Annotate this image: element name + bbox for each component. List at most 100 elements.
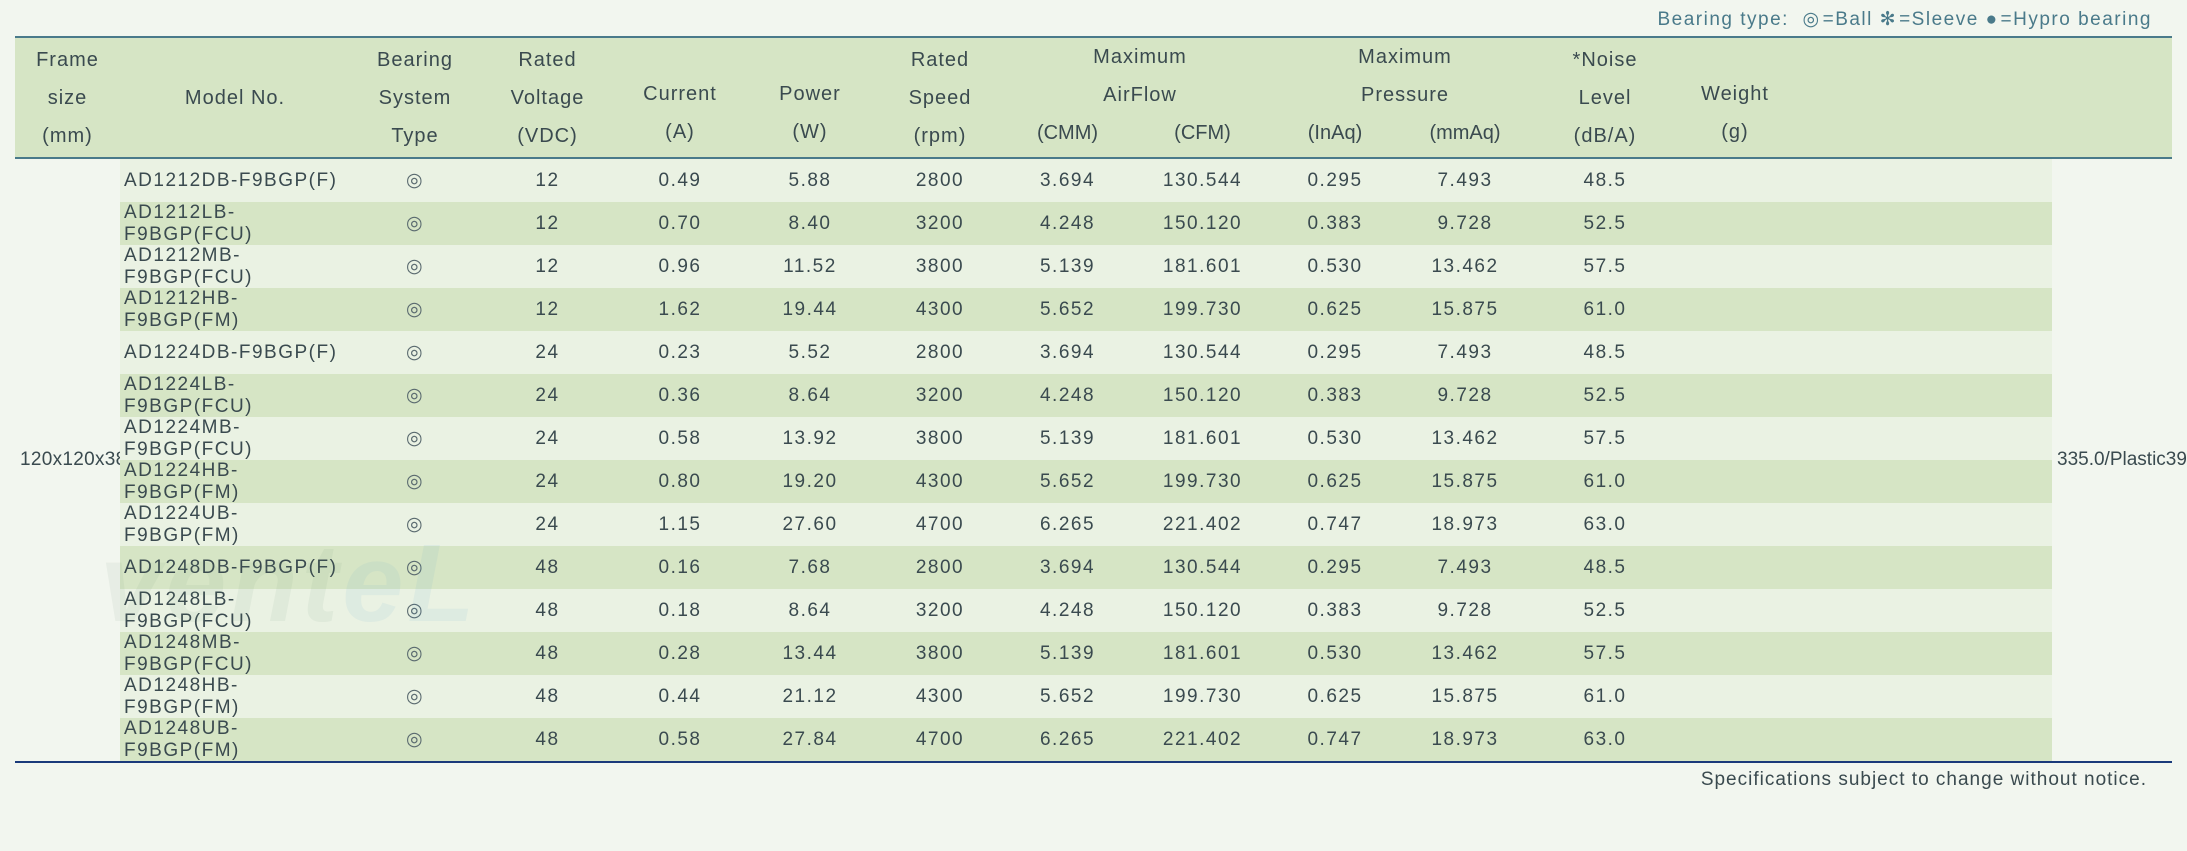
- cell-mmaq: 9.728: [1395, 600, 1535, 622]
- cell-voltage: 12: [480, 213, 615, 235]
- cell-mmaq: 13.462: [1395, 256, 1535, 278]
- cell-model: AD1212HB-F9BGP(FM): [120, 288, 350, 332]
- table-row: AD1224MB-F9BGP(FCU)240.5813.9238005.1391…: [120, 417, 2052, 460]
- cell-cfm: 130.544: [1130, 342, 1275, 364]
- cell-voltage: 48: [480, 643, 615, 665]
- cell-speed: 3200: [875, 600, 1005, 622]
- cell-cfm: 221.402: [1130, 514, 1275, 536]
- cell-cmm: 6.265: [1005, 729, 1130, 751]
- cell-mmaq: 9.728: [1395, 385, 1535, 407]
- cell-noise: 48.5: [1535, 170, 1675, 192]
- footnote: Specifications subject to change without…: [15, 763, 2172, 791]
- cell-current: 0.28: [615, 643, 745, 665]
- table-header: Frame size (mm) Model No. Bearing System…: [15, 38, 2172, 159]
- cell-cmm: 3.694: [1005, 342, 1130, 364]
- col-cmm: (CMM): [1005, 114, 1130, 158]
- cell-speed: 3800: [875, 256, 1005, 278]
- cell-inaq: 0.383: [1275, 213, 1395, 235]
- cell-current: 0.16: [615, 557, 745, 579]
- cell-voltage: 12: [480, 170, 615, 192]
- cell-current: 0.44: [615, 686, 745, 708]
- ball-bearing-icon: [406, 170, 424, 191]
- cell-cmm: 5.652: [1005, 299, 1130, 321]
- cell-speed: 4300: [875, 686, 1005, 708]
- table-row: AD1248MB-F9BGP(FCU)480.2813.4438005.1391…: [120, 632, 2052, 675]
- ball-bearing-icon: [406, 428, 424, 449]
- cell-speed: 3200: [875, 385, 1005, 407]
- table-body: 120x120x38 AD1212DB-F9BGP(F)120.495.8828…: [15, 159, 2172, 763]
- cell-speed: 4300: [875, 299, 1005, 321]
- cell-noise: 57.5: [1535, 428, 1675, 450]
- cell-model: AD1224HB-F9BGP(FM): [120, 460, 350, 504]
- cell-power: 21.12: [745, 686, 875, 708]
- cell-inaq: 0.747: [1275, 729, 1395, 751]
- cell-model: AD1212DB-F9BGP(F): [120, 170, 350, 192]
- cell-speed: 4700: [875, 729, 1005, 751]
- cell-power: 19.44: [745, 299, 875, 321]
- cell-bearing: [350, 556, 480, 579]
- ball-bearing-icon: [406, 299, 424, 320]
- cell-inaq: 0.530: [1275, 428, 1395, 450]
- weight-value: 335.0/Plastic390.0/Aluminum: [2052, 159, 2172, 761]
- ball-bearing-icon: [406, 643, 424, 664]
- cell-mmaq: 18.973: [1395, 729, 1535, 751]
- cell-cfm: 181.601: [1130, 256, 1275, 278]
- cell-noise: 61.0: [1535, 299, 1675, 321]
- cell-inaq: 0.530: [1275, 256, 1395, 278]
- col-speed: Rated Speed (rpm): [875, 38, 1005, 157]
- cell-speed: 4300: [875, 471, 1005, 493]
- cell-mmaq: 13.462: [1395, 643, 1535, 665]
- cell-mmaq: 7.493: [1395, 170, 1535, 192]
- table-row: AD1224HB-F9BGP(FM)240.8019.2043005.65219…: [120, 460, 2052, 503]
- cell-mmaq: 15.875: [1395, 299, 1535, 321]
- cell-noise: 52.5: [1535, 213, 1675, 235]
- sleeve-icon: [1880, 9, 1899, 30]
- cell-power: 13.92: [745, 428, 875, 450]
- ball-bearing-icon: [406, 557, 424, 578]
- cell-model: AD1248DB-F9BGP(F): [120, 557, 350, 579]
- cell-cmm: 4.248: [1005, 600, 1130, 622]
- cell-current: 0.36: [615, 385, 745, 407]
- cell-model: AD1248HB-F9BGP(FM): [120, 675, 350, 719]
- cell-mmaq: 18.973: [1395, 514, 1535, 536]
- cell-power: 5.52: [745, 342, 875, 364]
- col-frame-size: Frame size (mm): [15, 38, 120, 157]
- cell-cmm: 5.139: [1005, 428, 1130, 450]
- cell-bearing: [350, 728, 480, 751]
- cell-inaq: 0.383: [1275, 385, 1395, 407]
- cell-model: AD1248UB-F9BGP(FM): [120, 718, 350, 762]
- ball-bearing-icon: [406, 342, 424, 363]
- cell-cmm: 3.694: [1005, 557, 1130, 579]
- cell-bearing: [350, 212, 480, 235]
- cell-cmm: 5.139: [1005, 643, 1130, 665]
- cell-current: 0.58: [615, 428, 745, 450]
- ball-bearing-icon: [406, 600, 424, 621]
- cell-cfm: 150.120: [1130, 385, 1275, 407]
- cell-cmm: 5.652: [1005, 686, 1130, 708]
- cell-cfm: 130.544: [1130, 170, 1275, 192]
- col-noise: *Noise Level (dB/A): [1535, 38, 1675, 157]
- ball-bearing-icon: [406, 385, 424, 406]
- cell-mmaq: 15.875: [1395, 471, 1535, 493]
- cell-model: AD1248MB-F9BGP(FCU): [120, 632, 350, 676]
- table-row: AD1248HB-F9BGP(FM)480.4421.1243005.65219…: [120, 675, 2052, 718]
- ball-bearing-icon: [406, 471, 424, 492]
- cell-voltage: 48: [480, 729, 615, 751]
- ball-bearing-icon: [406, 213, 424, 234]
- cell-bearing: [350, 298, 480, 321]
- cell-bearing: [350, 255, 480, 278]
- cell-current: 1.15: [615, 514, 745, 536]
- cell-cmm: 4.248: [1005, 213, 1130, 235]
- cell-current: 0.70: [615, 213, 745, 235]
- cell-noise: 48.5: [1535, 557, 1675, 579]
- cell-noise: 61.0: [1535, 471, 1675, 493]
- ball-bearing-icon: [406, 729, 424, 750]
- cell-speed: 2800: [875, 342, 1005, 364]
- cell-bearing: [350, 642, 480, 665]
- table-row: AD1224DB-F9BGP(F)240.235.5228003.694130.…: [120, 331, 2052, 374]
- table-row: AD1212DB-F9BGP(F)120.495.8828003.694130.…: [120, 159, 2052, 202]
- cell-voltage: 24: [480, 428, 615, 450]
- cell-model: AD1212MB-F9BGP(FCU): [120, 245, 350, 289]
- col-pressure-group: Maximum Pressure (InAq) (mmAq): [1275, 38, 1535, 157]
- cell-model: AD1248LB-F9BGP(FCU): [120, 589, 350, 633]
